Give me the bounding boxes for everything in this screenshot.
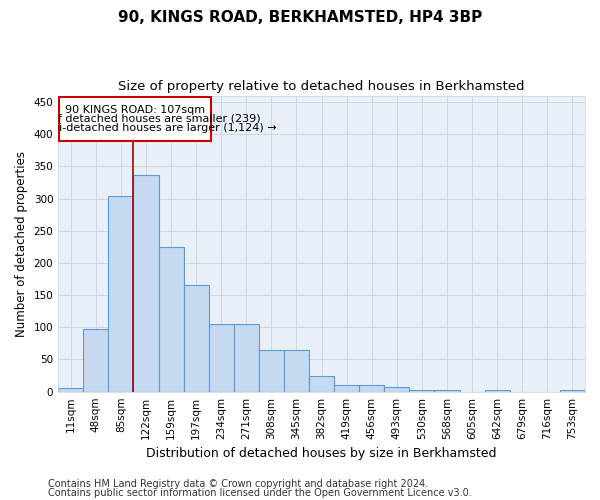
Bar [259, 350, 284, 392]
Bar [485, 390, 510, 392]
Text: 82% of semi-detached houses are larger (1,124) →: 82% of semi-detached houses are larger (… [0, 123, 277, 133]
X-axis label: Distribution of detached houses by size in Berkhamsted: Distribution of detached houses by size … [146, 447, 497, 460]
Bar [184, 286, 209, 392]
Bar [158, 248, 184, 392]
Bar [58, 388, 83, 392]
Text: 90, KINGS ROAD, BERKHAMSTED, HP4 3BP: 90, KINGS ROAD, BERKHAMSTED, HP4 3BP [118, 10, 482, 25]
Bar [109, 196, 133, 392]
Bar [209, 324, 234, 392]
Bar [434, 390, 460, 392]
Bar [133, 174, 158, 392]
Text: Contains public sector information licensed under the Open Government Licence v3: Contains public sector information licen… [48, 488, 472, 498]
Title: Size of property relative to detached houses in Berkhamsted: Size of property relative to detached ho… [118, 80, 525, 93]
Y-axis label: Number of detached properties: Number of detached properties [15, 150, 28, 336]
Bar [385, 387, 409, 392]
Bar [334, 385, 359, 392]
Text: 90 KINGS ROAD: 107sqm: 90 KINGS ROAD: 107sqm [65, 104, 205, 115]
Bar [409, 390, 434, 392]
Bar [359, 385, 385, 392]
Text: Contains HM Land Registry data © Crown copyright and database right 2024.: Contains HM Land Registry data © Crown c… [48, 479, 428, 489]
Bar [234, 324, 259, 392]
Bar [309, 376, 334, 392]
Bar [284, 350, 309, 392]
Text: ← 17% of detached houses are smaller (239): ← 17% of detached houses are smaller (23… [10, 114, 260, 124]
Bar [560, 390, 585, 392]
Bar [59, 97, 211, 140]
Bar [83, 329, 109, 392]
